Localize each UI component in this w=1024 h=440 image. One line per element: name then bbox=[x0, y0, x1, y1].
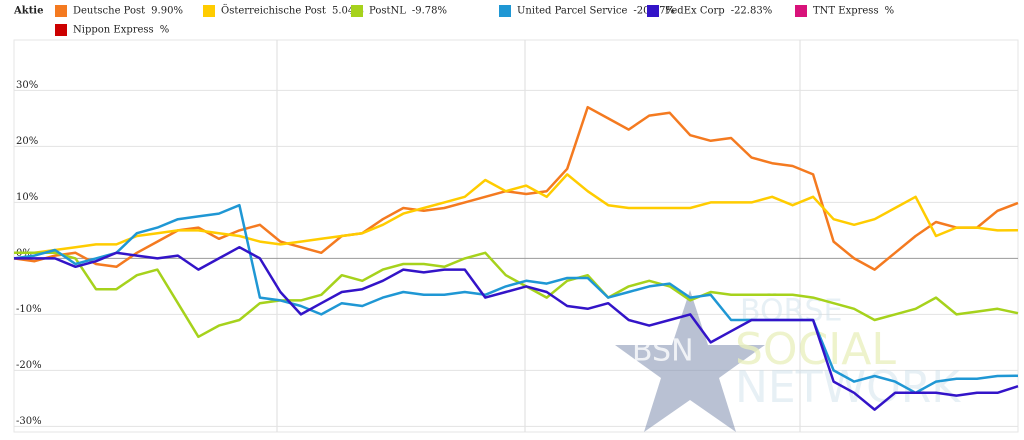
legend-label: PostNL bbox=[369, 6, 406, 17]
legend-swatch bbox=[499, 5, 511, 17]
y-tick-label: 30% bbox=[16, 80, 38, 91]
legend-swatch bbox=[351, 5, 363, 17]
watermark-line: BÖRSE bbox=[740, 293, 843, 329]
legend-label: Österreichische Post bbox=[221, 5, 326, 17]
watermark-star bbox=[615, 290, 765, 432]
legend-value: 5.04% bbox=[332, 6, 364, 17]
legend-value: -22.83% bbox=[731, 6, 773, 17]
watermark-line: SOCIAL bbox=[735, 324, 896, 375]
legend-value: % bbox=[885, 6, 895, 17]
legend-swatch bbox=[795, 5, 807, 17]
legend-value: % bbox=[160, 25, 170, 36]
legend-swatch bbox=[203, 5, 215, 17]
y-tick-label: -10% bbox=[16, 304, 42, 315]
legend-label: Deutsche Post bbox=[73, 6, 145, 17]
legend-swatch bbox=[55, 24, 67, 36]
legend-label: United Parcel Service bbox=[517, 6, 627, 17]
legend-swatch bbox=[55, 5, 67, 17]
y-tick-label: -20% bbox=[16, 360, 42, 371]
plot-area bbox=[13, 39, 1019, 433]
series-line bbox=[13, 203, 1019, 395]
legend-value: -9.78% bbox=[412, 6, 447, 17]
series-line bbox=[14, 251, 1019, 339]
legend-label: TNT Express bbox=[813, 6, 879, 17]
legend-title: Aktie bbox=[13, 6, 43, 17]
watermark-logo: BSN bbox=[632, 334, 694, 369]
series-line bbox=[14, 245, 1019, 411]
y-tick-label: 20% bbox=[16, 136, 38, 147]
y-tick-label: 10% bbox=[16, 192, 38, 203]
legend-label: Nippon Express bbox=[73, 25, 154, 36]
legend-label: FedEx Corp bbox=[665, 6, 725, 17]
y-tick-label: -30% bbox=[16, 416, 42, 427]
series-line bbox=[14, 173, 1019, 255]
legend-swatch bbox=[647, 5, 659, 17]
legend-value: 9.90% bbox=[151, 6, 183, 17]
